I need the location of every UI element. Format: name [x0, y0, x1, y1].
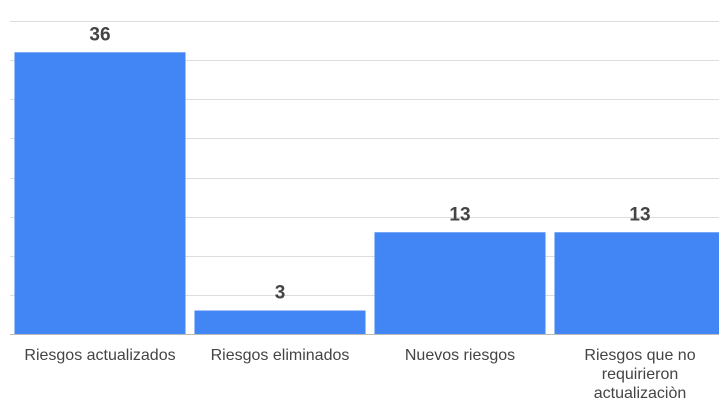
- value-label: 13: [449, 204, 470, 225]
- x-tick-label: Riesgos actualizados: [24, 347, 176, 364]
- x-tick-label: Nuevos riesgos: [404, 347, 516, 364]
- bar: [374, 232, 546, 334]
- bar: [554, 232, 719, 334]
- bar: [194, 310, 366, 334]
- value-label: 36: [89, 24, 110, 45]
- bar: [14, 52, 186, 335]
- x-tick-label: Riesgos que no requirieron actualizaciòn: [584, 347, 696, 402]
- x-tick-label: Riesgos eliminados: [210, 347, 350, 364]
- value-label: 3: [275, 283, 286, 304]
- value-label: 13: [629, 204, 650, 225]
